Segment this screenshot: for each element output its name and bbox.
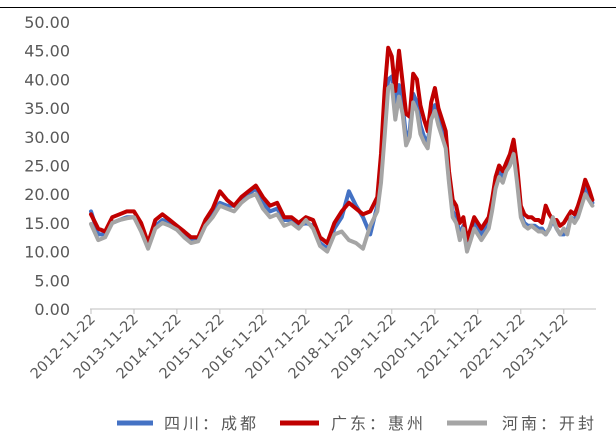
legend: 四川：成都 广东：惠州 河南：开封: [117, 414, 597, 433]
legend-label-henan-kaifeng: 河南：开封: [502, 414, 597, 433]
series-lines: [89, 45, 595, 254]
series-line-guangdong-huizhou: [89, 45, 595, 245]
y-tick-label: 20.00: [24, 185, 70, 204]
series-line-henan-kaifeng: [89, 83, 595, 254]
legend-label-sichuan-chengdu: 四川：成都: [164, 414, 259, 433]
y-tick-label: 25.00: [24, 157, 70, 176]
y-tick-label: 15.00: [24, 214, 70, 233]
y-axis-tick-labels: 0.00 5.00 10.00 15.00 20.00 25.00 30.00 35.00 40…: [24, 13, 70, 319]
legend-item-henan-kaifeng: 河南：开封: [447, 414, 597, 433]
legend-item-sichuan-chengdu: 四川：成都: [117, 414, 259, 433]
y-tick-label: 0.00: [34, 300, 70, 319]
y-tick-label: 5.00: [34, 271, 70, 290]
y-tick-label: 30.00: [24, 128, 70, 147]
legend-label-guangdong-huizhou: 广东：惠州: [331, 414, 426, 433]
legend-item-guangdong-huizhou: 广东：惠州: [280, 414, 426, 433]
y-tick-label: 10.00: [24, 243, 70, 262]
y-tick-label: 50.00: [24, 13, 70, 32]
y-tick-label: 40.00: [24, 70, 70, 89]
y-tick-label: 45.00: [24, 42, 70, 61]
y-tick-label: 35.00: [24, 99, 70, 118]
x-axis: 2012-11-222013-11-222014-11-222015-11-22…: [28, 308, 596, 382]
